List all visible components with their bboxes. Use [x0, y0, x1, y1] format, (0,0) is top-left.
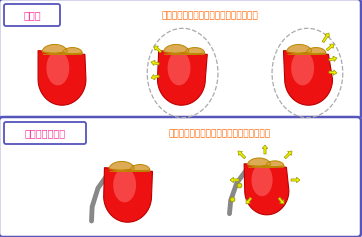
Polygon shape: [252, 164, 273, 196]
FancyArrow shape: [151, 60, 159, 65]
Polygon shape: [283, 51, 333, 105]
FancyBboxPatch shape: [0, 0, 361, 119]
Polygon shape: [46, 51, 69, 85]
Text: 収縮を同時に行うことでポンプ機能が戻る: 収縮を同時に行うことでポンプ機能が戻る: [169, 129, 271, 138]
Text: 心不全: 心不全: [23, 10, 41, 20]
FancyBboxPatch shape: [4, 122, 86, 144]
Text: 両室ペーシング: 両室ペーシング: [25, 128, 66, 138]
Polygon shape: [104, 168, 152, 222]
Polygon shape: [38, 51, 86, 105]
FancyArrow shape: [329, 56, 337, 62]
FancyArrow shape: [278, 197, 284, 204]
FancyArrow shape: [151, 74, 159, 80]
FancyArrow shape: [230, 177, 239, 183]
FancyArrow shape: [329, 70, 337, 75]
FancyArrow shape: [326, 44, 334, 51]
Polygon shape: [287, 45, 326, 54]
Polygon shape: [244, 164, 289, 215]
Polygon shape: [291, 51, 314, 85]
FancyArrow shape: [154, 46, 162, 53]
Polygon shape: [109, 161, 150, 171]
Polygon shape: [42, 45, 82, 54]
FancyArrow shape: [291, 177, 300, 183]
FancyArrow shape: [246, 197, 252, 204]
Polygon shape: [157, 51, 207, 105]
FancyArrow shape: [322, 33, 329, 43]
FancyBboxPatch shape: [0, 117, 361, 237]
FancyBboxPatch shape: [4, 4, 60, 26]
Polygon shape: [113, 168, 136, 202]
FancyArrow shape: [262, 145, 268, 154]
FancyArrow shape: [284, 151, 292, 159]
Text: 収縮がすれることでポンプ機能が下がる: 収縮がすれることでポンプ機能が下がる: [161, 12, 258, 20]
Polygon shape: [164, 45, 205, 54]
Polygon shape: [168, 51, 190, 85]
Polygon shape: [248, 158, 284, 167]
FancyArrow shape: [238, 151, 246, 159]
